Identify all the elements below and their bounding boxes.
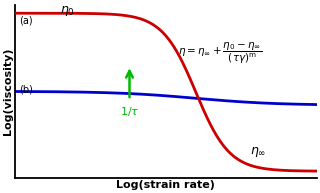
Text: $\eta_{\infty}$: $\eta_{\infty}$ [250,145,267,159]
X-axis label: Log(strain rate): Log(strain rate) [116,179,215,190]
Text: (a): (a) [20,15,33,25]
Text: (b): (b) [20,85,33,95]
Y-axis label: Log(viscosity): Log(viscosity) [4,48,13,135]
Text: $1/\tau$: $1/\tau$ [120,105,139,118]
Text: $\eta = \eta_{\infty} + \dfrac{\eta_0 - \eta_{\infty}}{(\tau\gamma)^{\mathrm{m}}: $\eta = \eta_{\infty} + \dfrac{\eta_0 - … [178,40,262,66]
Text: $\eta_0$: $\eta_0$ [60,4,75,19]
